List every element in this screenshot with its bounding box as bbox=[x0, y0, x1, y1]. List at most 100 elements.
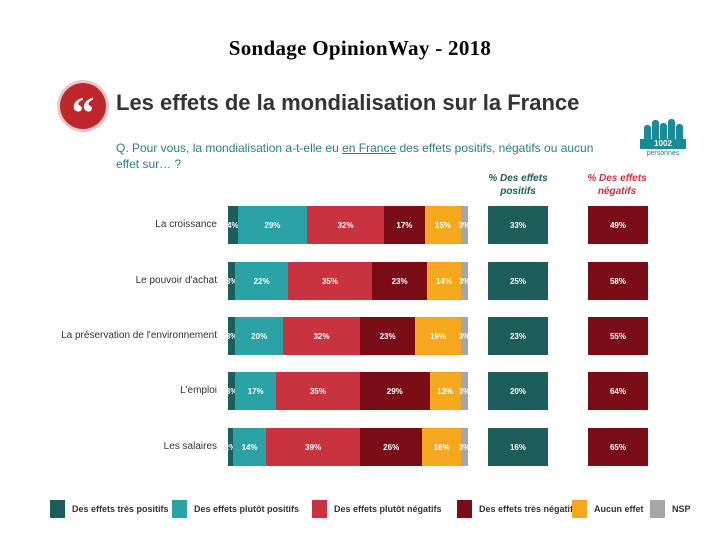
bar-segment: 4% bbox=[227, 206, 239, 244]
panel-unit: personnes bbox=[646, 150, 680, 157]
people-icon bbox=[640, 117, 686, 139]
legend-label: NSP bbox=[672, 504, 691, 514]
legend-swatch bbox=[50, 500, 65, 518]
stacked-bar: 2% 14% 39% 26% 16% 3% bbox=[225, 428, 470, 466]
data-label: 39% bbox=[305, 442, 322, 452]
bar-segment: 15% bbox=[424, 206, 461, 244]
data-label: 17% bbox=[396, 220, 413, 230]
question-after: des effets positifs, négatifs ou aucun e… bbox=[116, 141, 594, 171]
data-label: 32% bbox=[337, 220, 354, 230]
bar-segment: 19% bbox=[415, 317, 461, 355]
bar-segment: 29% bbox=[237, 206, 308, 244]
positive-total-box: 20% bbox=[488, 372, 548, 410]
question-underlined: en France bbox=[342, 141, 397, 155]
bar-segment: 3% bbox=[458, 206, 471, 244]
bar-segment: 3% bbox=[226, 317, 237, 355]
positive-total-box: 25% bbox=[488, 262, 548, 300]
slide-title: Les effets de la mondialisation sur la F… bbox=[116, 90, 580, 115]
question-before: Q. Pour vous, la mondialisation a-t-elle… bbox=[116, 141, 343, 155]
bar-segment: 16% bbox=[422, 428, 461, 466]
bar-segment: 20% bbox=[235, 317, 284, 355]
bar-segment: 14% bbox=[232, 428, 267, 466]
bar-segment: 22% bbox=[235, 262, 288, 300]
data-label: 3% bbox=[458, 386, 471, 396]
bar-segment: 39% bbox=[266, 428, 360, 466]
data-label: 2% bbox=[224, 442, 237, 452]
bar-segment: 35% bbox=[287, 262, 372, 300]
legend-swatch bbox=[312, 500, 327, 518]
data-label: 14% bbox=[241, 442, 258, 452]
data-label: 4% bbox=[227, 220, 239, 230]
bar-segment: 32% bbox=[307, 206, 384, 244]
negative-column-header: % Des effets négatifs bbox=[587, 173, 647, 197]
legend-swatch bbox=[572, 500, 587, 518]
data-label: 14% bbox=[435, 276, 452, 286]
category-label: Le pouvoir d'achat bbox=[135, 275, 217, 286]
legend-swatch bbox=[457, 500, 472, 518]
data-label: 13% bbox=[437, 386, 454, 396]
bar-segment: 13% bbox=[429, 372, 461, 410]
stacked-bar: 3% 20% 32% 23% 19% 3% bbox=[226, 317, 471, 355]
bar-segment: 3% bbox=[225, 372, 238, 410]
data-label: 16% bbox=[433, 442, 450, 452]
category-label: Les salaires bbox=[163, 441, 217, 452]
bar-segment: 23% bbox=[371, 262, 428, 300]
bar-segment: 23% bbox=[359, 317, 416, 355]
panel-size-badge: 1002 personnes bbox=[640, 117, 686, 158]
legend-label: Aucun effet bbox=[594, 504, 644, 514]
bar-segment: 3% bbox=[458, 317, 471, 355]
positive-total-box: 33% bbox=[488, 206, 548, 244]
bar-segment: 3% bbox=[459, 428, 470, 466]
data-label: 19% bbox=[429, 331, 446, 341]
stacked-bar: 3% 17% 35% 29% 13% 3% bbox=[225, 372, 471, 410]
data-label: 29% bbox=[386, 386, 403, 396]
quote-icon: “ bbox=[60, 83, 106, 136]
bar-segment: 17% bbox=[235, 372, 276, 410]
data-label: 35% bbox=[321, 276, 338, 286]
category-label: L'emploi bbox=[180, 385, 217, 396]
data-label: 29% bbox=[264, 220, 281, 230]
category-label: La croissance bbox=[155, 219, 217, 230]
positive-column-header: % Des effets positifs bbox=[488, 173, 548, 197]
data-label: 20% bbox=[251, 331, 268, 341]
bar-segment: 35% bbox=[275, 372, 360, 410]
bar-segment: 3% bbox=[225, 262, 238, 300]
data-label: 32% bbox=[313, 331, 330, 341]
data-label: 23% bbox=[379, 331, 396, 341]
bar-segment: 3% bbox=[458, 372, 471, 410]
negative-total-box: 65% bbox=[588, 428, 648, 466]
negative-total-box: 49% bbox=[588, 206, 648, 244]
negative-total-box: 58% bbox=[588, 262, 648, 300]
data-label: 35% bbox=[309, 386, 326, 396]
bar-segment: 17% bbox=[383, 206, 425, 244]
stacked-bar: 3% 22% 35% 23% 14% 3% bbox=[225, 262, 470, 300]
legend-swatch bbox=[172, 500, 187, 518]
data-label: 17% bbox=[247, 386, 264, 396]
data-label: 22% bbox=[253, 276, 270, 286]
legend-label: Des effets plutôt positifs bbox=[194, 504, 300, 514]
data-label: 3% bbox=[225, 386, 238, 396]
quote-glyph: “ bbox=[71, 87, 95, 138]
page-title: Sondage OpinionWay - 2018 bbox=[228, 36, 492, 60]
legend-label: Des effets très positifs bbox=[72, 504, 169, 514]
question-text: Q. Pour vous, la mondialisation a-t-elle… bbox=[116, 140, 596, 172]
negative-total-box: 55% bbox=[588, 317, 648, 355]
bar-segment: 3% bbox=[459, 262, 470, 300]
stacked-bar: 4% 29% 32% 17% 15% 3% bbox=[227, 206, 471, 244]
data-label: 26% bbox=[383, 442, 400, 452]
legend-label: Des effets très négatifs bbox=[479, 504, 579, 514]
bar-segment: 29% bbox=[359, 372, 430, 410]
data-label: 23% bbox=[391, 276, 408, 286]
bar-segment: 26% bbox=[359, 428, 423, 466]
bar-segment: 2% bbox=[225, 428, 236, 466]
positive-total-box: 16% bbox=[488, 428, 548, 466]
data-label: 15% bbox=[434, 220, 451, 230]
data-label: 3% bbox=[458, 220, 471, 230]
bar-segment: 14% bbox=[427, 262, 461, 300]
legend-label: Des effets plutôt négatifs bbox=[334, 504, 442, 514]
panel-count: 1002 bbox=[640, 139, 686, 149]
data-label: 3% bbox=[225, 276, 238, 286]
positive-total-box: 23% bbox=[488, 317, 548, 355]
data-label: 3% bbox=[458, 331, 471, 341]
negative-total-box: 64% bbox=[588, 372, 648, 410]
